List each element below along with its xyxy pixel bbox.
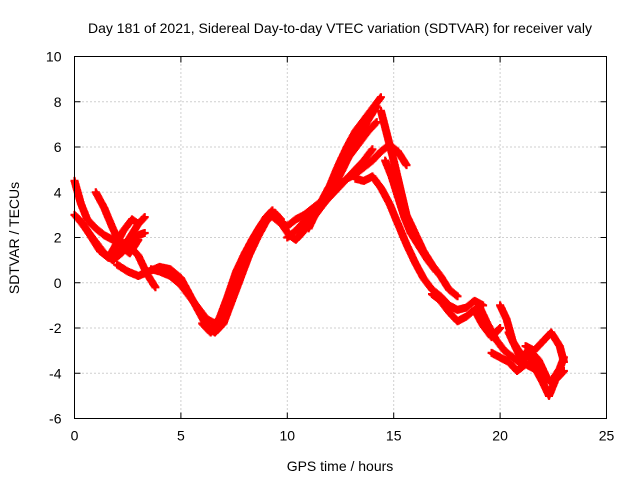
y-tick-label: 10 <box>46 49 62 65</box>
data-series-arc-5 <box>108 213 149 265</box>
data-point-markers <box>496 301 526 360</box>
x-tick-label: 20 <box>492 428 508 444</box>
data-point-markers <box>108 213 149 265</box>
y-tick-label: 2 <box>54 230 62 246</box>
x-tick-label: 0 <box>71 428 79 444</box>
x-tick-label: 5 <box>177 428 185 444</box>
y-tick-label: 0 <box>54 275 62 291</box>
x-tick-labels: 0 5 10 15 20 25 <box>71 428 615 444</box>
y-tick-label: 8 <box>54 94 62 110</box>
data-point-markers <box>521 328 568 366</box>
grid-lines <box>74 56 607 419</box>
chart-title: Day 181 of 2021, Sidereal Day-to-day VTE… <box>88 20 592 36</box>
data-series-arc-21 <box>521 328 568 366</box>
data-point-markers <box>351 172 488 314</box>
data-series-arc-15 <box>381 156 441 276</box>
data-point-markers <box>381 156 441 276</box>
y-tick-label: -2 <box>49 320 62 336</box>
y-tick-labels: -6 -4 -2 0 2 4 6 8 10 <box>46 49 62 427</box>
x-tick-label: 15 <box>386 428 402 444</box>
x-tick-label: 10 <box>280 428 296 444</box>
data-series-arc-20 <box>496 301 526 360</box>
x-axis-label: GPS time / hours <box>287 458 394 474</box>
y-tick-label: 4 <box>54 184 62 200</box>
y-tick-label: -6 <box>49 411 62 427</box>
data-points <box>70 93 568 400</box>
y-tick-label: 6 <box>54 139 62 155</box>
plot-frame <box>74 56 607 419</box>
data-series-arc-13 <box>351 172 488 314</box>
y-axis-label: SDTVAR / TECUs <box>6 182 22 294</box>
x-tick-label: 25 <box>599 428 615 444</box>
y-tick-label: -4 <box>49 365 62 381</box>
